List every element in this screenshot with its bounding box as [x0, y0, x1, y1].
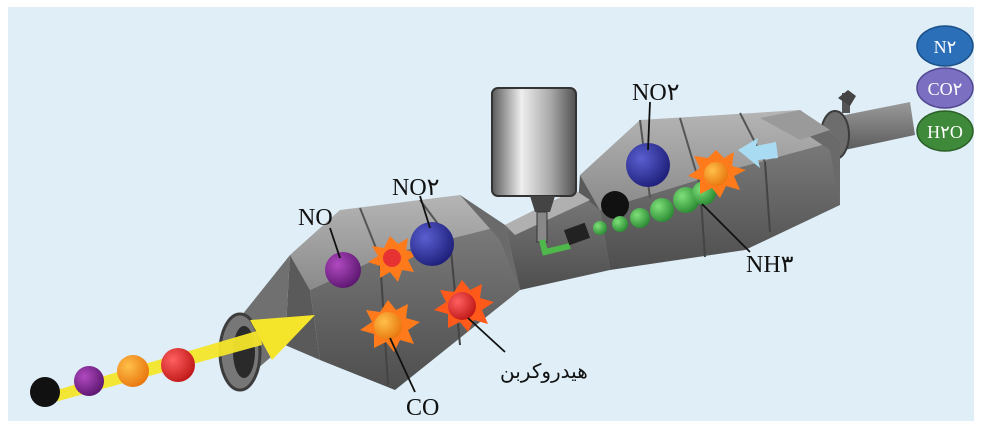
soot-particle: [30, 377, 60, 407]
urea-injector: [539, 222, 591, 256]
clean-gas-arrow: [738, 138, 778, 168]
legend-n2-bubble: [916, 25, 974, 67]
no2-molecule-left: [410, 222, 454, 266]
soot-particle-scr: [601, 191, 629, 219]
reaction-burst-scr: [688, 150, 746, 198]
legend-n2-text: N۲: [934, 37, 957, 57]
no2-molecule-right: [626, 143, 670, 187]
reaction-burst-co: [360, 300, 420, 352]
nh3-stream: [593, 181, 716, 235]
legend-co2-text: CO۲: [928, 79, 963, 99]
label-hydrocarbon: هیدروکربن: [500, 359, 588, 383]
no-molecule-incoming: [74, 366, 104, 396]
no2-right-leader-line: [647, 101, 651, 151]
nh3-leader-line: [701, 203, 751, 253]
label-co: CO: [406, 395, 439, 421]
hydrocarbon-leader-line: [467, 317, 506, 353]
output-gas-legend: N۲ CO۲ H۲O: [916, 25, 974, 152]
reaction-burst-hydrocarbon: [434, 280, 494, 332]
co-leader-line: [389, 337, 416, 393]
no-molecule: [325, 252, 361, 288]
reaction-burst-top: [368, 236, 418, 282]
legend-co2-bubble: [916, 67, 974, 109]
label-no: NO: [298, 205, 333, 231]
legend-h2o-text: H۲O: [927, 122, 963, 142]
hydrocarbon-molecule-incoming: [161, 348, 195, 382]
label-no2-right: NO۲: [632, 80, 680, 106]
no-leader-line: [329, 227, 341, 259]
label-nh3: NH۳: [746, 252, 794, 278]
label-no2-left: NO۲: [392, 175, 440, 201]
legend-h2o-bubble: [916, 110, 974, 152]
no2-left-leader-line: [419, 195, 431, 229]
co-molecule-incoming: [117, 355, 149, 387]
